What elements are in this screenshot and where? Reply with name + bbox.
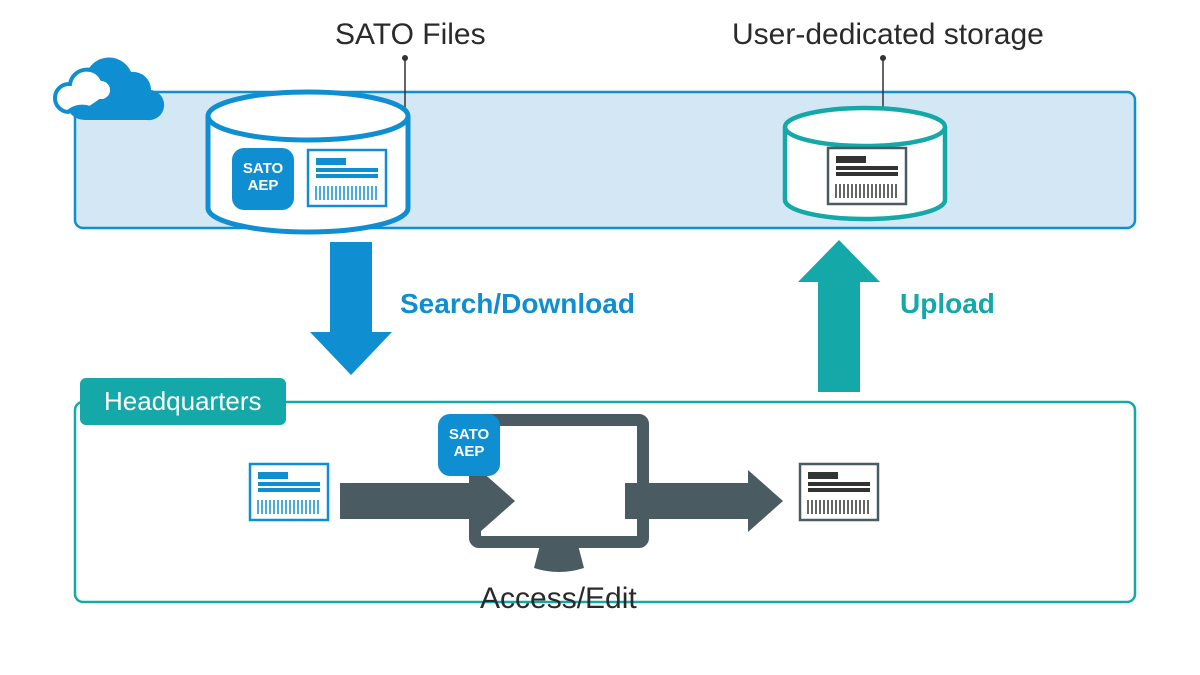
aep-line2: AEP <box>248 177 279 194</box>
access-edit-label: Access/Edit <box>480 582 637 616</box>
search-download-label: Search/Download <box>400 288 635 320</box>
upload-label: Upload <box>900 288 995 320</box>
user-storage-title: User-dedicated storage <box>732 18 1044 52</box>
aep-badge-monitor-text: SATO AEP <box>438 426 500 461</box>
aep-line1: SATO <box>449 426 489 443</box>
cloud-icon <box>55 57 164 120</box>
label-doc-dark-icon <box>828 148 906 204</box>
leader-dot <box>880 55 886 61</box>
aep-line2: AEP <box>454 443 485 460</box>
label-doc-icon <box>308 150 386 206</box>
arrow-download-icon <box>310 242 392 375</box>
sato-files-title: SATO Files <box>335 18 486 52</box>
headquarters-badge: Headquarters <box>80 378 286 425</box>
aep-line1: SATO <box>243 160 283 177</box>
arrow-upload-icon <box>798 240 880 392</box>
label-doc-blue-hq-icon <box>250 464 328 520</box>
label-doc-dark-hq-icon <box>800 464 878 520</box>
diagram-canvas <box>0 0 1200 675</box>
aep-badge-text: SATO AEP <box>232 160 294 195</box>
leader-dot <box>402 55 408 61</box>
